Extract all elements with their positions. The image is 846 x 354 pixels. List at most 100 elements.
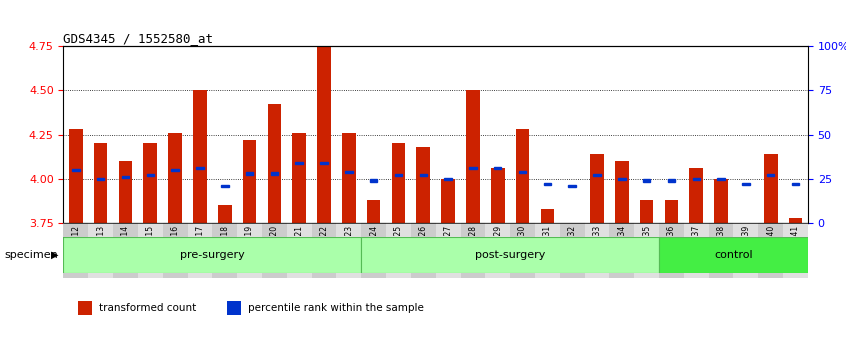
Bar: [138, 223, 162, 278]
Bar: [659, 237, 808, 273]
Bar: [510, 223, 535, 278]
Bar: [162, 223, 188, 278]
Bar: [615, 161, 629, 223]
Bar: [193, 90, 206, 223]
Bar: [693, 178, 700, 180]
Bar: [72, 169, 80, 171]
Bar: [113, 223, 138, 278]
Bar: [411, 223, 436, 278]
Bar: [767, 174, 774, 176]
Bar: [370, 179, 377, 182]
Bar: [618, 178, 625, 180]
Bar: [541, 209, 554, 223]
Bar: [717, 178, 725, 180]
Text: GSM842029: GSM842029: [493, 225, 503, 271]
Text: GSM842040: GSM842040: [766, 225, 775, 271]
Bar: [519, 171, 526, 173]
Bar: [395, 174, 402, 176]
Bar: [392, 143, 405, 223]
Bar: [246, 172, 253, 175]
Text: GSM842034: GSM842034: [618, 225, 626, 271]
Bar: [237, 223, 262, 278]
Text: GSM842032: GSM842032: [568, 225, 577, 271]
Bar: [63, 223, 88, 278]
Bar: [361, 237, 659, 273]
Bar: [172, 169, 179, 171]
Text: GSM842030: GSM842030: [518, 225, 527, 271]
Text: GSM842039: GSM842039: [741, 225, 750, 271]
Bar: [144, 143, 157, 223]
Bar: [311, 223, 337, 278]
Bar: [168, 133, 182, 223]
Text: GSM842022: GSM842022: [320, 225, 328, 271]
Text: GSM842033: GSM842033: [592, 225, 602, 271]
Text: ▶: ▶: [51, 250, 58, 260]
Bar: [69, 129, 83, 223]
Bar: [88, 223, 113, 278]
Bar: [436, 223, 460, 278]
Bar: [544, 183, 551, 185]
Bar: [460, 223, 486, 278]
Text: GDS4345 / 1552580_at: GDS4345 / 1552580_at: [63, 32, 213, 45]
Text: GSM842018: GSM842018: [220, 225, 229, 271]
Text: GSM842037: GSM842037: [692, 225, 700, 271]
Bar: [709, 223, 733, 278]
Bar: [764, 154, 777, 223]
Bar: [591, 154, 604, 223]
Bar: [516, 129, 530, 223]
Bar: [262, 223, 287, 278]
Bar: [634, 223, 659, 278]
Bar: [271, 172, 278, 175]
Bar: [470, 167, 476, 169]
Bar: [569, 185, 576, 187]
Text: control: control: [714, 250, 753, 260]
Bar: [367, 200, 381, 223]
Bar: [560, 223, 585, 278]
Text: GSM842020: GSM842020: [270, 225, 279, 271]
Bar: [97, 178, 104, 180]
Text: GSM842024: GSM842024: [369, 225, 378, 271]
Bar: [293, 133, 306, 223]
Bar: [442, 179, 455, 223]
Bar: [337, 223, 361, 278]
Text: GSM842013: GSM842013: [96, 225, 105, 271]
Bar: [122, 176, 129, 178]
Bar: [444, 178, 452, 180]
Bar: [714, 179, 728, 223]
Text: GSM842015: GSM842015: [146, 225, 155, 271]
Bar: [317, 46, 331, 223]
Text: GSM842017: GSM842017: [195, 225, 205, 271]
Bar: [345, 171, 353, 173]
Bar: [342, 133, 355, 223]
Bar: [689, 168, 703, 223]
Bar: [609, 223, 634, 278]
Bar: [733, 223, 758, 278]
Bar: [212, 223, 237, 278]
Bar: [486, 223, 510, 278]
Text: GSM842021: GSM842021: [294, 225, 304, 271]
Text: GSM842038: GSM842038: [717, 225, 726, 271]
Bar: [228, 301, 240, 314]
Bar: [321, 162, 327, 164]
Bar: [361, 223, 386, 278]
Bar: [643, 179, 651, 182]
Text: GSM842019: GSM842019: [245, 225, 254, 271]
Bar: [565, 223, 579, 299]
Bar: [146, 174, 154, 176]
Bar: [494, 167, 502, 169]
Bar: [188, 223, 212, 278]
Text: GSM842027: GSM842027: [443, 225, 453, 271]
Text: GSM842028: GSM842028: [469, 225, 477, 271]
Text: GSM842012: GSM842012: [71, 225, 80, 271]
Bar: [535, 223, 560, 278]
Bar: [665, 200, 678, 223]
Bar: [491, 168, 504, 223]
Text: transformed count: transformed count: [99, 303, 196, 313]
Text: GSM842036: GSM842036: [667, 225, 676, 271]
Bar: [783, 223, 808, 278]
Bar: [659, 223, 684, 278]
Bar: [792, 183, 799, 185]
Bar: [79, 301, 91, 314]
Text: post-surgery: post-surgery: [475, 250, 546, 260]
Text: GSM842023: GSM842023: [344, 225, 354, 271]
